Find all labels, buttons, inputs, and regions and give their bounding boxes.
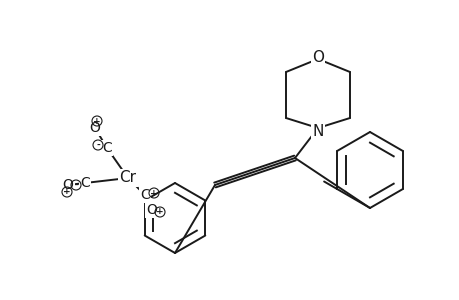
Text: +: + bbox=[93, 116, 101, 125]
Text: +: + bbox=[156, 208, 163, 217]
Text: +: + bbox=[150, 188, 157, 197]
Text: O: O bbox=[311, 50, 323, 64]
Text: -: - bbox=[96, 140, 100, 149]
Text: O: O bbox=[90, 121, 100, 135]
Text: C: C bbox=[140, 188, 150, 202]
Text: +: + bbox=[63, 188, 71, 196]
Text: C: C bbox=[102, 141, 112, 155]
Text: O: O bbox=[62, 178, 73, 192]
Text: Cr: Cr bbox=[119, 170, 136, 185]
Text: -: - bbox=[74, 181, 78, 190]
Text: C: C bbox=[80, 176, 90, 190]
Text: O: O bbox=[146, 203, 157, 217]
Text: N: N bbox=[312, 124, 323, 139]
